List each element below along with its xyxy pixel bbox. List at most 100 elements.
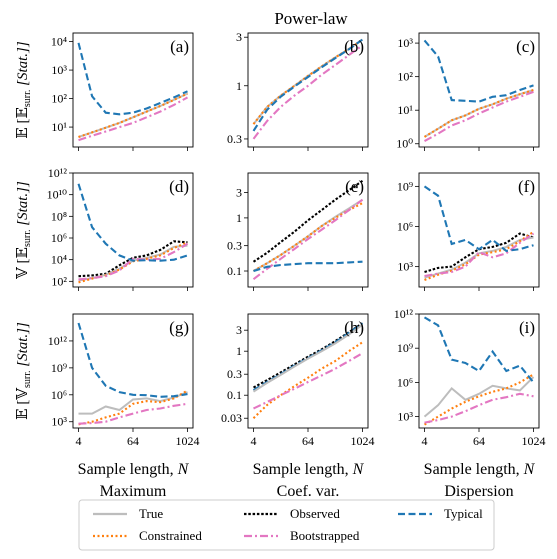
series-line-bootstrapped	[252, 198, 364, 281]
panel-label: (b)	[344, 37, 364, 56]
series-line-bootstrapped	[78, 402, 188, 425]
panel-label: (g)	[169, 318, 189, 337]
legend-label: Constrained	[139, 528, 202, 543]
y-tick-label: 10²	[51, 274, 67, 288]
y-tick-label: 0.3	[227, 239, 242, 253]
y-tick-label: 10⁶	[51, 231, 67, 245]
y-tick-label: 10³	[397, 260, 413, 274]
series-line-bootstrapped	[252, 44, 364, 140]
y-tick-label: 10³	[51, 63, 67, 77]
series-line-bootstrapped	[78, 242, 189, 281]
y-tick-label: 10¹²	[394, 307, 414, 321]
series-line-bootstrapped	[253, 352, 364, 410]
legend-item-observed: Observed	[244, 506, 340, 521]
x-axis-label: Sample length, N	[424, 461, 536, 478]
legend-label: Observed	[290, 506, 340, 521]
panel-label: (h)	[344, 318, 364, 337]
figure-title: Power-law	[274, 9, 348, 28]
y-axis-label: 𝔼 [𝕍surr. [Stat.]]	[15, 322, 33, 420]
series-lines	[252, 322, 364, 419]
series-line-typical	[252, 38, 364, 132]
series-lines	[423, 185, 535, 281]
series-line-typical	[423, 185, 534, 252]
y-tick-label: 10¹⁰	[47, 188, 68, 202]
series-lines	[77, 322, 189, 426]
x-tick-label: 64	[302, 434, 314, 448]
legend-item-typical: Typical	[398, 506, 483, 521]
y-axis-label: 𝔼 [𝔼surr. [Stat.]]	[15, 41, 33, 139]
series-lines	[77, 183, 189, 284]
y-tick-label: 0.1	[227, 264, 242, 278]
y-tick-label: 3	[236, 186, 242, 200]
y-tick-label: 10¹²	[48, 334, 68, 348]
panel-c: 10⁰ 10¹ 10² 10³ (c)	[396, 32, 540, 151]
panel-label: (a)	[170, 37, 189, 56]
y-tick-label: 0.3	[227, 132, 242, 146]
x-tick-label: 4	[75, 434, 81, 448]
column-title: Coef. var.	[277, 483, 340, 500]
y-tick-label: 10⁴	[51, 35, 67, 49]
panel-label: (f)	[518, 177, 535, 196]
series-line-constrained	[423, 88, 534, 138]
panel-f: 10³ 10⁶ 10⁹ (f)	[397, 172, 540, 291]
series-line-typical	[77, 322, 188, 398]
panel-e: 0.1 0.3 1 3 (e)	[227, 172, 369, 291]
panel-g: 4 64 1024 10³ 10⁶ 10⁹ 10¹² (g)	[48, 313, 200, 448]
series-line-constrained	[252, 341, 364, 419]
y-tick-label: 10²	[51, 92, 67, 106]
y-tick-label: 10⁸	[51, 209, 67, 223]
series-line-typical	[77, 42, 188, 116]
series-line-observed	[252, 179, 364, 263]
series-lines	[423, 316, 535, 426]
series-line-constrained	[78, 241, 188, 284]
series-line-true	[423, 376, 535, 418]
series-line-constrained	[78, 389, 189, 426]
series-line-true	[253, 198, 364, 272]
legend-label: Typical	[444, 506, 483, 521]
panel-h: 4 64 1024 0.03 0.1 0.3 1 3 (h)	[221, 313, 375, 448]
legend-item-constrained: Constrained	[93, 528, 202, 543]
series-line-bootstrapped	[423, 90, 534, 143]
panel-d: 10² 10⁴ 10⁶ 10⁸ 10¹⁰ 10¹² (d)	[47, 166, 194, 291]
x-tick-label: 4	[421, 434, 427, 448]
legend-box	[78, 499, 495, 551]
y-tick-label: 10⁹	[397, 341, 413, 355]
series-lines	[252, 179, 364, 281]
y-tick-label: 10⁴	[51, 253, 67, 267]
series-line-true	[78, 244, 188, 282]
panel-label: (e)	[345, 177, 364, 196]
panel-label: (i)	[519, 318, 535, 337]
x-tick-label: 1024	[351, 434, 375, 448]
y-tick-label: 10⁶	[397, 375, 413, 389]
series-lines	[252, 38, 364, 140]
y-tick-label: 10¹	[397, 103, 413, 117]
y-tick-label: 10⁰	[396, 137, 413, 151]
y-tick-label: 10²	[397, 70, 413, 84]
y-tick-label: 1	[236, 344, 242, 358]
x-tick-label: 64	[127, 434, 139, 448]
legend: True Constrained Observed Bootstrapped Typic…	[78, 499, 495, 551]
legend-item-true: True	[93, 506, 163, 521]
y-axis-label: 𝕍 [𝔼surr. [Stat.]]	[15, 181, 33, 280]
x-axis-label: Sample length, N	[253, 461, 365, 478]
y-tick-label: 0.03	[221, 411, 242, 425]
panel-a: 10¹ 10² 10³ 10⁴ (a)	[51, 32, 194, 151]
y-tick-label: 10⁶	[397, 220, 413, 234]
column-title: Dispersion	[444, 483, 513, 500]
series-line-constrained	[423, 373, 535, 426]
y-tick-label: 10¹	[51, 120, 67, 134]
x-tick-label: 4	[250, 434, 256, 448]
series-line-true	[252, 323, 364, 393]
series-line-observed	[78, 240, 188, 278]
series-line-bootstrapped	[424, 232, 535, 278]
panel-b: 0.3 1 3 (b)	[227, 30, 369, 151]
legend-label: True	[139, 506, 163, 521]
panel-i: 4 64 1024 10³ 10⁶ 10⁹ 10¹² (i)	[394, 307, 546, 448]
panel-label: (c)	[516, 37, 535, 56]
y-tick-label: 10³	[51, 415, 67, 429]
y-tick-label: 10⁹	[51, 361, 67, 375]
y-tick-label: 1	[236, 211, 242, 225]
y-tick-label: 10³	[397, 410, 413, 424]
